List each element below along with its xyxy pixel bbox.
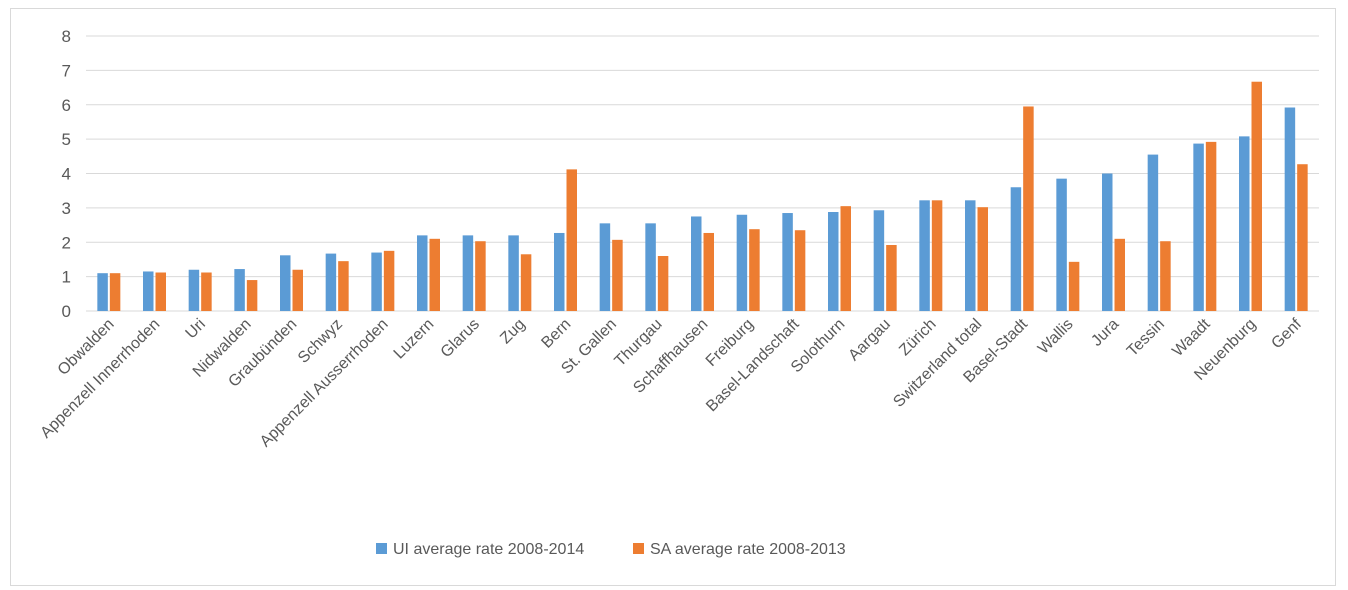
- ui-bar-wallis: [1056, 178, 1067, 311]
- sa-bar-switzerland-total: [977, 207, 988, 311]
- ui-bar-luzern: [417, 235, 428, 311]
- sa-bar-glarus: [475, 241, 486, 311]
- sa-bar-freiburg: [749, 229, 760, 311]
- sa-bar-neuenburg: [1251, 81, 1262, 311]
- ui-bar-schaffhausen: [691, 216, 702, 311]
- y-tick-label: 1: [62, 268, 71, 287]
- category-label: Aargau: [845, 316, 894, 365]
- ui-bar-st-gallen: [599, 223, 611, 311]
- category-label: Uri: [183, 316, 209, 342]
- y-tick-label: 2: [62, 233, 71, 252]
- ui-bar-basel-stadt: [1010, 187, 1022, 311]
- legend-swatch: [633, 543, 644, 554]
- ui-bar-waadt: [1193, 143, 1204, 311]
- sa-bar-aargau: [886, 245, 897, 311]
- ui-bar-freiburg: [736, 214, 748, 311]
- ui-bar-glarus: [462, 235, 474, 311]
- sa-bar-waadt: [1205, 141, 1217, 311]
- sa-bar-uri: [201, 272, 212, 311]
- y-tick-label: 0: [62, 302, 71, 321]
- category-label: Genf: [1268, 315, 1305, 352]
- legend-swatch: [376, 543, 387, 554]
- ui-bar-tessin: [1147, 154, 1159, 311]
- bars: [97, 81, 1308, 311]
- ui-bar-appenzell-innerrhoden: [143, 271, 154, 311]
- ui-bar-neuenburg: [1239, 136, 1250, 311]
- sa-bar-schaffhausen: [703, 232, 714, 311]
- category-label: Bern: [538, 316, 574, 352]
- ui-bar-bern: [554, 232, 565, 311]
- ui-bar-appenzell-ausserrhoden: [371, 252, 382, 311]
- ui-bar-thurgau: [645, 223, 656, 311]
- sa-bar-st-gallen: [612, 239, 623, 311]
- y-tick-label: 3: [62, 199, 71, 218]
- sa-bar-jura: [1114, 238, 1125, 311]
- ui-bar-solothurn: [828, 212, 839, 311]
- ui-bar-obwalden: [97, 273, 108, 311]
- ui-bar-zug: [508, 235, 519, 311]
- category-label: Zug: [497, 316, 529, 348]
- ui-bar-nidwalden: [234, 269, 245, 311]
- ui-bar-genf: [1284, 107, 1296, 311]
- sa-bar-basel-stadt: [1023, 106, 1034, 311]
- ui-bar-switzerland-total: [965, 200, 976, 311]
- ui-bar-z-rich: [919, 200, 930, 311]
- category-label: Glarus: [438, 316, 483, 361]
- sa-bar-obwalden: [109, 273, 121, 311]
- sa-bar-zug: [520, 254, 532, 311]
- sa-bar-wallis: [1068, 261, 1080, 311]
- sa-bar-bern: [566, 169, 577, 311]
- legend-label: SA average rate 2008-2013: [650, 541, 846, 558]
- sa-bar-schwyz: [338, 261, 349, 311]
- sa-bar-thurgau: [657, 256, 669, 311]
- sa-bar-z-rich: [931, 200, 943, 311]
- y-tick-label: 7: [62, 61, 71, 80]
- category-label: Wallis: [1035, 316, 1077, 358]
- sa-bar-tessin: [1160, 241, 1171, 311]
- sa-bar-genf: [1297, 164, 1308, 311]
- sa-bar-basel-landschaft: [794, 230, 806, 311]
- sa-bar-graub-nden: [292, 269, 303, 311]
- ui-bar-basel-landschaft: [782, 213, 793, 311]
- y-tick-label: 4: [62, 165, 71, 184]
- gridlines: [86, 35, 1319, 312]
- chart-frame: 0 1 2 3 4 5 6 7 8 Obwalden Appenzell Innerrhoden U…: [10, 8, 1336, 586]
- sa-bar-nidwalden: [246, 280, 258, 311]
- sa-bar-solothurn: [840, 206, 851, 311]
- legend-label: UI average rate 2008-2014: [393, 541, 584, 558]
- ui-bar-schwyz: [325, 253, 337, 311]
- ui-bar-jura: [1102, 173, 1113, 311]
- legend: UI average rate 2008-2014 SA average rate…: [376, 541, 846, 558]
- y-tick-label: 5: [62, 130, 71, 149]
- category-label: Zürich: [896, 316, 939, 359]
- y-tick-label: 8: [62, 27, 71, 46]
- ui-bar-aargau: [873, 210, 885, 311]
- category-label: Tessin: [1124, 316, 1168, 360]
- sa-bar-appenzell-ausserrhoden: [383, 250, 395, 311]
- ui-bar-uri: [188, 269, 200, 311]
- y-tick-label: 6: [62, 96, 71, 115]
- sa-bar-appenzell-innerrhoden: [155, 272, 166, 311]
- category-label: Luzern: [391, 316, 438, 363]
- category-label: Jura: [1088, 316, 1122, 350]
- y-axis-ticks: 0 1 2 3 4 5 6 7 8: [62, 27, 71, 321]
- ui-bar-graub-nden: [280, 255, 291, 311]
- category-label: Waadt: [1169, 315, 1214, 360]
- sa-bar-luzern: [429, 238, 440, 311]
